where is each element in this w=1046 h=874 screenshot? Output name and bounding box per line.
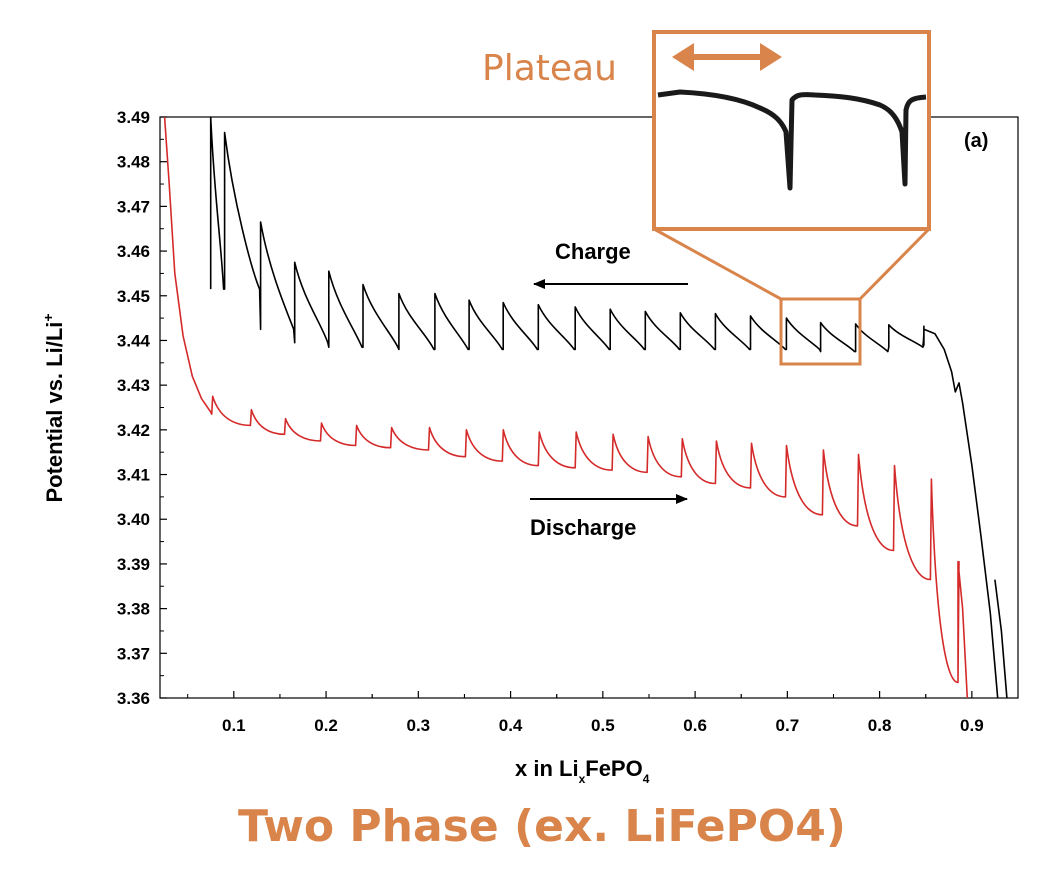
x-tick-label: 0.1: [222, 716, 246, 735]
y-tick-label: 3.46: [117, 242, 150, 261]
x-axis-label-sub1: x: [579, 772, 586, 786]
plateau-label: Plateau: [482, 48, 617, 89]
y-tick-label: 3.43: [117, 376, 150, 395]
x-tick-label: 0.8: [868, 716, 892, 735]
x-tick-label: 0.7: [776, 716, 800, 735]
y-axis: 3.36 3.37 3.38 3.39 3.40 3.41 3.42 3.43 3.44 3.45…: [117, 108, 167, 708]
x-axis: 0.1 0.2 0.3 0.4 0.5 0.6 0.7 0.8 0.9: [187, 691, 984, 735]
y-tick-label: 3.48: [117, 153, 150, 172]
x-tick-label: 0.6: [683, 716, 707, 735]
series-group: [163, 116, 1008, 699]
plateau-arrowhead-left: [672, 43, 694, 71]
y-tick-label: 3.39: [117, 555, 150, 574]
zoom-connector-right: [858, 227, 931, 301]
x-axis-label: x in LixFePO4: [515, 756, 650, 786]
y-tick-label: 3.44: [117, 331, 151, 350]
series-line-charge: [209, 116, 999, 699]
series-line-charge-tail: [994, 579, 1008, 699]
y-tick-label: 3.38: [117, 600, 150, 619]
plateau-arrowhead-right: [760, 43, 782, 71]
x-axis-label-main: x in Li: [515, 756, 579, 781]
y-axis-label: Potential vs. Li/Li+: [40, 313, 67, 502]
y-tick-label: 3.47: [117, 197, 150, 216]
y-tick-label: 3.36: [117, 689, 150, 708]
y-tick-label: 3.37: [117, 644, 150, 663]
x-tick-label: 0.4: [499, 716, 523, 735]
x-axis-label-mid: FePO: [585, 756, 642, 781]
series-line-discharge: [163, 116, 969, 699]
inset-curve: [657, 89, 927, 191]
y-tick-label: 3.40: [117, 510, 150, 529]
x-tick-label: 0.2: [314, 716, 338, 735]
y-tick-label: 3.45: [117, 287, 150, 306]
x-tick-label: 0.9: [960, 716, 984, 735]
x-tick-label: 0.3: [407, 716, 431, 735]
figure-title: Two Phase (ex. LiFePO4): [238, 801, 846, 852]
y-axis-label-sup: +: [40, 313, 56, 321]
y-axis-label-main: Potential vs. Li/Li: [42, 322, 67, 503]
zoom-connector-left: [653, 227, 782, 301]
charge-annotation-label: Charge: [555, 239, 631, 264]
x-axis-label-sub2: 4: [643, 772, 650, 786]
discharge-annotation-label: Discharge: [530, 515, 636, 540]
x-tick-label: 0.5: [591, 716, 615, 735]
plateau-highlight-box: [779, 297, 862, 366]
y-tick-label: 3.42: [117, 421, 150, 440]
panel-label: (a): [964, 130, 988, 152]
y-tick-label: 3.41: [117, 466, 150, 485]
y-tick-label: 3.49: [117, 108, 150, 127]
